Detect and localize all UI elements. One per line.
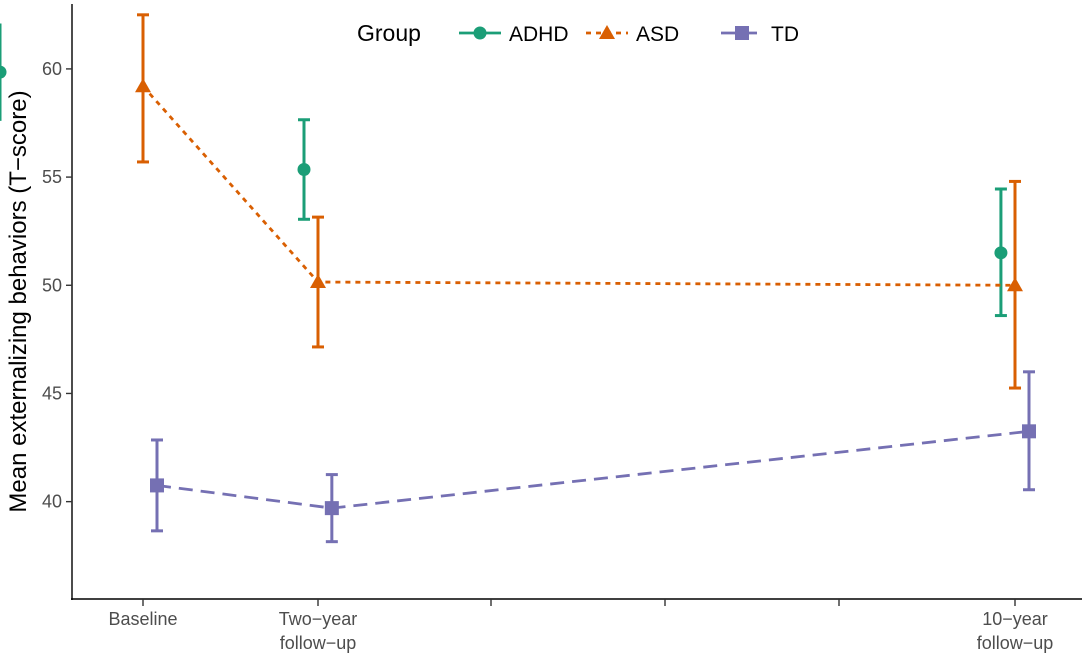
point-adhd-2 [994, 246, 1008, 260]
chart-marks [0, 13, 1036, 544]
legend-label-asd: ASD [636, 23, 679, 46]
x-tick-label-1-0: Two−year [279, 609, 358, 629]
point-asd-0 [135, 78, 151, 93]
point-td-2 [1022, 424, 1036, 439]
legend-label-td: TD [771, 23, 799, 46]
y-tick-label-45: 45 [42, 383, 62, 403]
legend: Group ADHD ASD TD [357, 20, 799, 46]
point-td-1 [324, 501, 339, 516]
x-tick-label-0-0: Baseline [108, 609, 177, 629]
axes: 40 45 50 55 60 Baseline Two−year follow−up 10−ye… [5, 4, 1082, 653]
y-tick-label-50: 50 [42, 275, 62, 295]
legend-label-adhd: ADHD [509, 23, 569, 46]
legend-marker-asd [599, 25, 615, 39]
point-adhd-1 [297, 163, 311, 177]
legend-marker-adhd [473, 26, 487, 40]
series-line-td [156, 429, 1030, 510]
y-axis-title: Mean externalizing behaviors (T−score) [5, 90, 32, 512]
y-tick-label-40: 40 [42, 492, 62, 512]
legend-marker-td [735, 26, 749, 40]
point-adhd-0 [0, 65, 7, 79]
x-tick-label-1-1: follow−up [280, 633, 357, 653]
y-tick-label-55: 55 [42, 167, 62, 187]
point-td-0 [150, 478, 164, 493]
series-asd [135, 13, 1023, 390]
series-td [150, 370, 1036, 544]
point-asd-1 [310, 274, 326, 289]
y-tick-label-60: 60 [42, 59, 62, 79]
series-adhd [0, 23, 1008, 318]
legend-title: Group [357, 20, 421, 46]
x-tick-label-5-1: follow−up [977, 633, 1054, 653]
point-asd-2 [1007, 277, 1023, 292]
x-tick-label-5-0: 10−year [982, 609, 1048, 629]
series-line-asd [141, 85, 1016, 287]
